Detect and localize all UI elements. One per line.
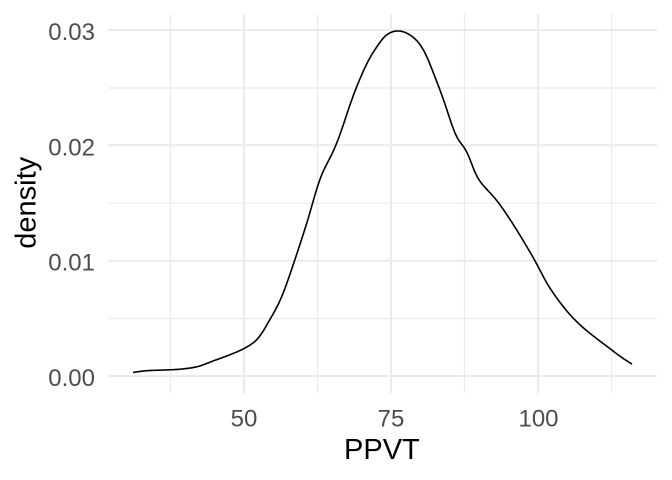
svg-text:density: density bbox=[10, 156, 42, 248]
svg-text:100: 100 bbox=[518, 406, 558, 433]
svg-text:0.01: 0.01 bbox=[48, 250, 95, 277]
svg-text:75: 75 bbox=[378, 406, 405, 433]
svg-text:50: 50 bbox=[231, 406, 258, 433]
svg-text:0.02: 0.02 bbox=[48, 134, 95, 161]
svg-text:PPVT: PPVT bbox=[344, 434, 420, 466]
svg-text:0.03: 0.03 bbox=[48, 19, 95, 46]
svg-text:0.00: 0.00 bbox=[48, 365, 95, 392]
